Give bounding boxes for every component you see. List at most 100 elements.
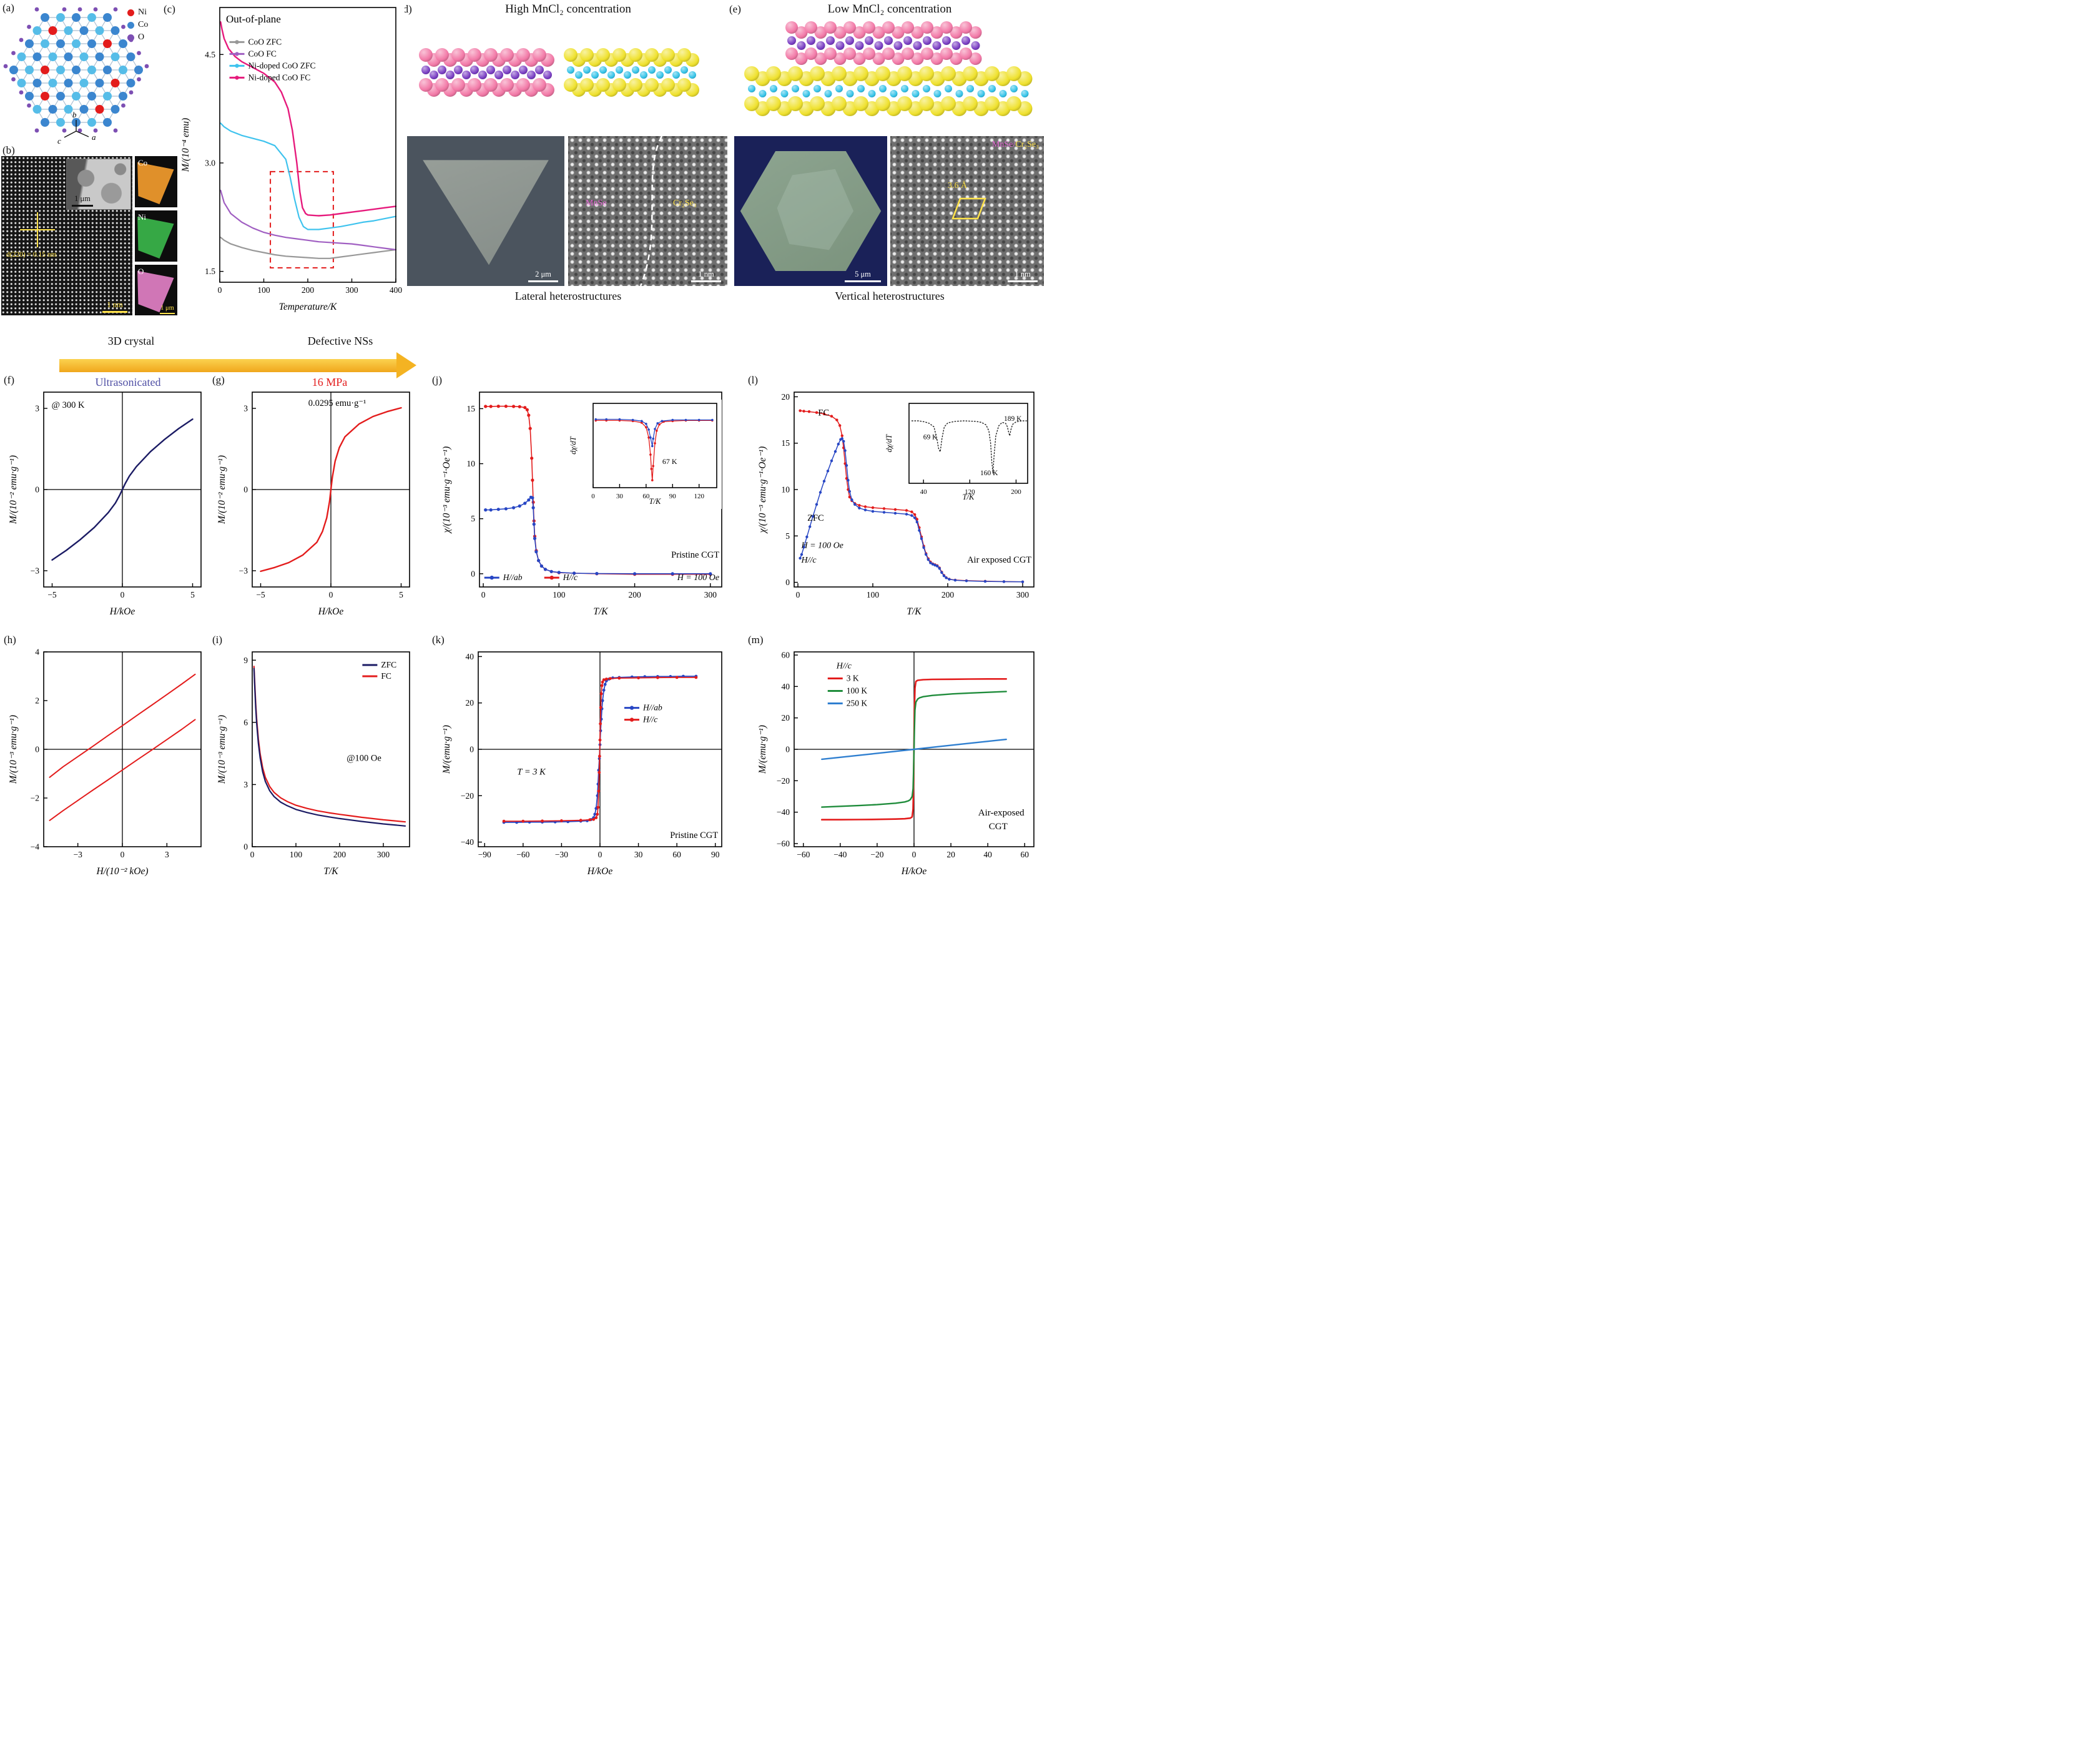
svg-text:T/K: T/K [963,493,975,501]
svg-text:40: 40 [983,850,992,859]
svg-text:120: 120 [694,493,704,500]
svg-text:250 K: 250 K [847,699,868,708]
svg-text:5: 5 [190,590,195,599]
banner-defective-ns: Defective NSs [307,335,373,347]
svg-text:H/kOe: H/kOe [901,866,927,877]
panel-a-crystal-structure: b a c Ni Co O [2,2,162,145]
svg-text:30: 30 [616,493,624,500]
svg-text:T = 3 K: T = 3 K [517,767,546,777]
lateral-heterostructure-model [419,48,699,97]
svg-text:a: a [92,132,96,142]
o-atom-swatch [127,34,134,41]
svg-text:0: 0 [598,850,602,859]
svg-text:20: 20 [782,392,790,402]
svg-text:4.5: 4.5 [205,50,215,59]
svg-text:M/(10⁻³ emu·g⁻¹): M/(10⁻³ emu·g⁻¹) [217,715,227,784]
svg-text:H = 100 Oe: H = 100 Oe [677,573,719,583]
svg-text:40: 40 [920,488,928,496]
hrtem-lateral-junction: MnSe Cr₂Se₃ 1 nm [568,136,727,286]
panel-e-title: Low MnCl₂ concentration [827,2,952,16]
banner-3d-crystal: 3D crystal [107,335,155,347]
svg-text:0: 0 [785,745,790,754]
co-atom-swatch [127,21,134,29]
eds-map-o: O 1 μm [135,265,177,315]
svg-text:H//c: H//c [836,662,852,671]
svg-text:90: 90 [711,850,720,859]
svg-text:0: 0 [35,745,39,754]
crystal-lattice-diagram: b a c [3,7,149,145]
svg-text:67 K: 67 K [662,457,677,466]
panel-label-l: (l) [748,374,759,386]
svg-text:0: 0 [120,850,125,859]
svg-text:c: c [57,136,61,145]
svg-text:20: 20 [466,698,474,707]
svg-text:10: 10 [782,485,790,495]
svg-text:0: 0 [218,285,222,295]
triangular-flake [423,160,549,265]
mnse-part: MnSe/ [991,140,1016,149]
svg-text:0: 0 [120,590,125,599]
svg-text:40: 40 [782,682,790,691]
svg-text:0: 0 [35,485,39,495]
legend-item-o: O [127,32,148,42]
cr2se3-phase-label: Cr₂Se₃ [673,199,697,208]
svg-text:−3: −3 [73,850,82,859]
lateral-caption: Lateral heterostructures [514,290,622,302]
svg-text:0: 0 [243,842,248,852]
svg-text:10: 10 [467,459,476,468]
svg-text:FC: FC [818,408,829,418]
svg-text:CGT: CGT [989,822,1008,832]
svg-text:3: 3 [35,404,39,413]
eds-map-co: Co [135,156,177,207]
svg-text:M/(10⁻² emu·g⁻¹): M/(10⁻² emu·g⁻¹) [217,455,227,525]
hrtem-e-scalebar-line [1008,280,1038,282]
panel-label-e: (e) [729,3,741,15]
unit-cell-parallelogram [951,197,986,220]
svg-text:60: 60 [1020,850,1029,859]
panel-label-h: (h) [4,634,16,646]
svg-text:χ/(10⁻³ emu·g⁻¹·Oe⁻¹): χ/(10⁻³ emu·g⁻¹·Oe⁻¹) [441,446,452,535]
map-scalebar: 1 μm [160,305,175,314]
svg-text:0: 0 [912,850,917,859]
stem-image: 1 μm d(220) = 0.15 nm 1 nm [1,156,132,315]
optical-e-scalebar: 5 μm [845,270,881,282]
svg-text:60: 60 [642,493,650,500]
optical-d-scalebar-line [528,280,558,282]
svg-text:−3: −3 [31,566,40,576]
svg-text:T/K: T/K [323,866,338,877]
tem-inset-image: 1 μm [66,159,131,210]
svg-text:189 K: 189 K [1004,415,1022,423]
stem-scalebar-label: 1 nm [107,300,123,309]
svg-text:0: 0 [481,590,486,599]
chart-mh-air-exposed-cgt: −60 −40 −20 0 20 40 60 −60 −40 −20 0 20 40 60 H/kOe M/(… [757,647,1043,879]
svg-text:−5: −5 [256,590,265,599]
svg-text:0: 0 [471,569,475,578]
hrtem-d-scalebar-label: 1 nm [698,270,714,278]
svg-text:−4: −4 [31,842,40,852]
svg-text:M/(10⁻² emu·g⁻¹): M/(10⁻² emu·g⁻¹) [8,455,19,525]
panel-label-m: (m) [748,634,764,646]
svg-text:H/kOe: H/kOe [587,866,613,877]
stem-scalebar-line [102,311,127,313]
hrtem-d-scalebar-line [691,280,721,282]
svg-text:200: 200 [302,285,315,295]
chart-zfc-fc-magnetization: 0 100 200 300 0 3 6 9 T/K M/(10⁻³ emu·g⁻¹) @100 Oe… [216,647,417,879]
panel-label-a: (a) [2,2,14,14]
svg-text:−30: −30 [555,850,568,859]
svg-text:Out-of-plane: Out-of-plane [226,13,281,25]
svg-text:ZFC: ZFC [381,660,396,669]
svg-text:T/K: T/K [649,497,661,506]
svg-text:T/K: T/K [593,606,608,617]
o-map-label: O [138,267,144,276]
svg-text:100 K: 100 K [847,686,868,696]
svg-text:3: 3 [243,780,248,789]
cr2se3-part: Cr₂Se₃ [1015,140,1039,149]
svg-text:100: 100 [257,285,270,295]
svg-text:3: 3 [243,404,248,413]
svg-text:@100 Oe: @100 Oe [347,754,381,764]
svg-text:χ/(10⁻³ emu·g⁻¹·Oe⁻¹): χ/(10⁻³ emu·g⁻¹·Oe⁻¹) [757,446,768,535]
vertical-phase-label: MnSe/Cr₂Se₃ [992,140,1039,150]
svg-text:M/(10⁻³ emu·g⁻¹): M/(10⁻³ emu·g⁻¹) [8,715,19,784]
svg-text:0: 0 [796,590,800,599]
svg-text:−40: −40 [777,807,790,817]
